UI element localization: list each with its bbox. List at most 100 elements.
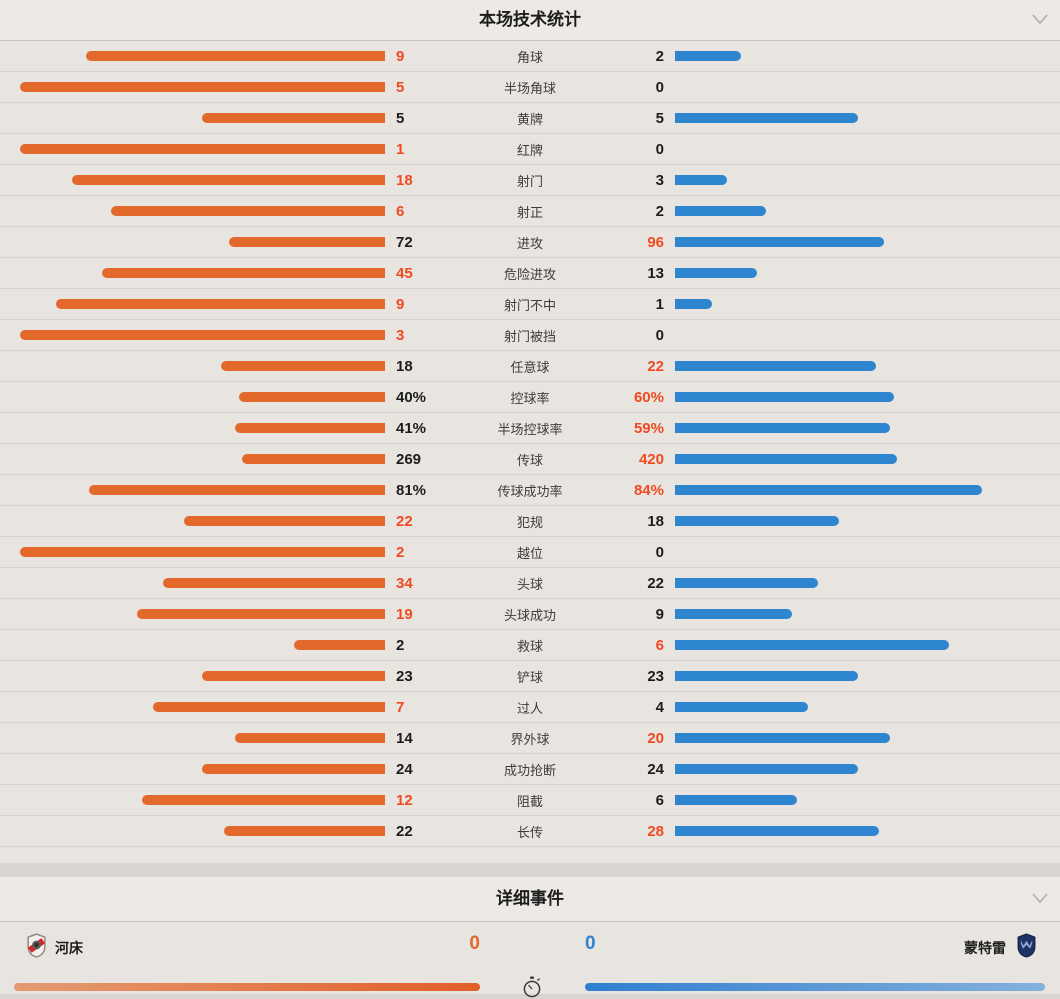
away-stat-value: 0: [655, 326, 664, 344]
away-stat-bar: [675, 733, 890, 743]
stat-row: 41% 半场控球率 59%: [0, 413, 1060, 444]
stat-row: 24 成功抢断 24: [0, 754, 1060, 785]
home-bar-zone: [0, 826, 385, 836]
home-bar-zone: [0, 671, 385, 681]
away-bar-zone: [675, 640, 1060, 650]
away-stat-value: 60%: [633, 388, 664, 406]
home-stat-value: 5: [396, 109, 405, 127]
away-time-track: [585, 983, 1045, 991]
away-stat-value: 3: [655, 171, 664, 189]
away-bar-zone: [675, 392, 1060, 402]
home-stat-bar: [221, 361, 385, 371]
away-stat-value: 4: [655, 698, 664, 716]
home-bar-zone: [0, 330, 385, 340]
stat-label: 射门: [516, 173, 543, 189]
stat-row: 9 角球 2: [0, 41, 1060, 72]
home-stat-bar: [202, 113, 385, 123]
away-team-name: 蒙特雷: [964, 940, 1006, 956]
away-stat-value: 2: [655, 202, 664, 220]
away-stat-value: 22: [647, 357, 664, 375]
stat-row: 2 越位 0: [0, 537, 1060, 568]
home-stat-bar: [20, 82, 385, 92]
away-stat-value: 28: [647, 822, 664, 840]
home-stat-value: 269: [396, 450, 422, 468]
home-bar-zone: [0, 361, 385, 371]
stat-row: 5 黄牌 5: [0, 103, 1060, 134]
away-stat-bar: [675, 485, 982, 495]
away-bar-zone: [675, 733, 1060, 743]
away-stat-value: 9: [655, 605, 664, 623]
stat-row: 34 头球 22: [0, 568, 1060, 599]
away-stat-bar: [675, 237, 884, 247]
away-stat-bar: [675, 640, 949, 650]
away-bar-zone: [675, 299, 1060, 309]
home-stat-bar: [202, 764, 385, 774]
away-stat-value: 420: [638, 450, 664, 468]
events-panel-header: 详细事件: [0, 877, 1060, 922]
stat-label: 头球: [516, 576, 543, 592]
away-stat-value: 6: [655, 791, 664, 809]
away-stat-bar: [675, 392, 894, 402]
stat-label: 射门被挡: [503, 328, 556, 344]
away-team-score: 0: [585, 933, 596, 954]
stat-label: 控球率: [510, 390, 550, 406]
home-bar-zone: [0, 578, 385, 588]
stat-label: 进攻: [516, 235, 543, 251]
away-bar-zone: [675, 206, 1060, 216]
home-stat-bar: [202, 671, 385, 681]
stat-row: 22 长传 28: [0, 816, 1060, 847]
stat-label: 阻截: [516, 793, 543, 809]
stat-row: 18 任意球 22: [0, 351, 1060, 382]
stat-row: 269 传球 420: [0, 444, 1060, 475]
home-stat-value: 3: [396, 326, 405, 344]
home-bar-zone: [0, 82, 385, 92]
home-stat-bar: [235, 733, 385, 743]
away-stat-bar: [675, 578, 818, 588]
away-stat-value: 2: [655, 47, 664, 65]
home-stat-bar: [229, 237, 385, 247]
stat-row: 81% 传球成功率 84%: [0, 475, 1060, 506]
away-stat-value: 23: [647, 667, 664, 685]
home-stat-bar: [242, 454, 385, 464]
stat-label: 角球: [516, 49, 543, 65]
home-stat-value: 24: [396, 760, 413, 778]
home-stat-value: 12: [396, 791, 413, 809]
away-stat-bar: [675, 454, 897, 464]
away-bar-zone: [675, 237, 1060, 247]
stat-row: 22 犯规 18: [0, 506, 1060, 537]
home-stat-value: 18: [396, 357, 413, 375]
away-stat-value: 20: [647, 729, 664, 747]
stat-row: 40% 控球率 60%: [0, 382, 1060, 413]
home-stat-bar: [20, 144, 385, 154]
home-stat-bar: [111, 206, 385, 216]
away-stat-value: 1: [655, 295, 664, 313]
home-stat-bar: [224, 826, 385, 836]
stat-label: 半场控球率: [497, 421, 563, 437]
away-bar-zone: [675, 516, 1060, 526]
home-bar-zone: [0, 51, 385, 61]
stat-label: 红牌: [516, 142, 543, 158]
detailed-events-panel: 详细事件 河床 0 0 蒙特雷: [0, 877, 1060, 998]
home-stat-value: 1: [396, 140, 405, 158]
home-stat-bar: [102, 268, 385, 278]
home-stat-value: 22: [396, 822, 413, 840]
stats-panel-header: 本场技术统计: [0, 0, 1060, 41]
away-stat-bar: [675, 361, 876, 371]
home-bar-zone: [0, 237, 385, 247]
home-bar-zone: [0, 609, 385, 619]
stat-label: 黄牌: [516, 111, 543, 127]
chevron-down-icon[interactable]: [1032, 13, 1048, 25]
away-bar-zone: [675, 113, 1060, 123]
stat-row: 23 铲球 23: [0, 661, 1060, 692]
away-stat-bar: [675, 206, 766, 216]
chevron-down-icon[interactable]: [1032, 892, 1048, 904]
home-stat-bar: [239, 392, 385, 402]
home-bar-zone: [0, 175, 385, 185]
stat-row: 1 红牌 0: [0, 134, 1060, 165]
away-bar-zone: [675, 764, 1060, 774]
away-stat-bar: [675, 51, 741, 61]
away-stat-bar: [675, 764, 858, 774]
events-panel-title: 详细事件: [496, 889, 564, 908]
away-stat-value: 59%: [633, 419, 664, 437]
home-bar-zone: [0, 485, 385, 495]
